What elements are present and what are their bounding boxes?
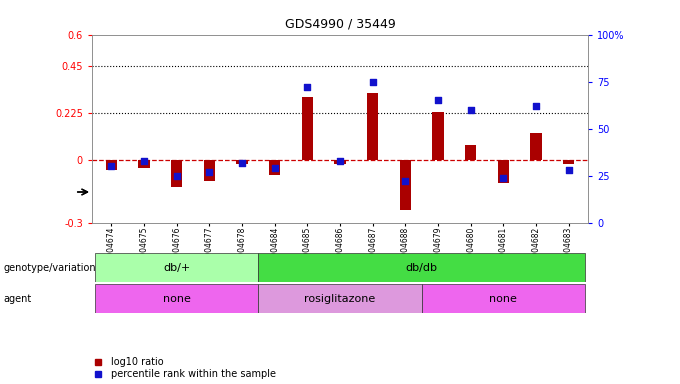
Text: agent: agent [3,293,32,304]
Point [400,178,411,184]
Bar [367,93,378,160]
Bar [422,284,585,313]
Point [302,84,313,90]
Bar [258,253,585,282]
Point [432,98,443,104]
Bar [530,133,542,160]
Bar [258,284,422,313]
Bar [237,160,248,164]
Text: GDS4990 / 35449: GDS4990 / 35449 [285,17,395,30]
Bar [269,160,280,175]
Point [171,173,182,179]
Bar [203,160,215,181]
Point [106,163,117,169]
Point [563,167,574,173]
Point [237,159,248,166]
Bar [95,284,258,313]
Text: none: none [490,293,517,304]
Point [530,103,541,109]
Bar [335,160,345,164]
Bar [302,97,313,160]
Bar [138,160,150,168]
Bar [400,160,411,210]
Point [139,157,150,164]
Text: rosiglitazone: rosiglitazone [305,293,375,304]
Point [204,169,215,175]
Bar [95,253,258,282]
Text: none: none [163,293,190,304]
Point [367,79,378,85]
Point [465,107,476,113]
Point [498,174,509,180]
Bar [465,146,477,160]
Bar [171,160,182,187]
Point [335,157,345,164]
Bar [432,112,443,160]
Text: genotype/variation: genotype/variation [3,263,96,273]
Text: db/+: db/+ [163,263,190,273]
Bar [498,160,509,183]
Text: db/db: db/db [406,263,438,273]
Point [269,165,280,171]
Legend: log10 ratio, percentile rank within the sample: log10 ratio, percentile rank within the … [93,357,276,379]
Bar [105,160,117,170]
Bar [563,160,575,164]
